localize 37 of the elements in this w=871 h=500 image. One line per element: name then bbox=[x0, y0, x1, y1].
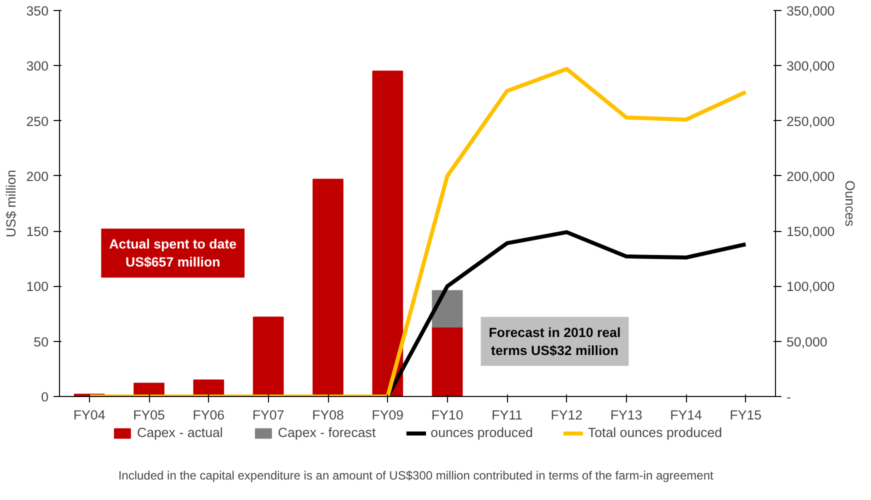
y-tick-label: 350 bbox=[26, 4, 49, 18]
x-tick-label: FY11 bbox=[492, 408, 522, 422]
y-tick-label: 100 bbox=[26, 279, 49, 294]
y-tick-label: 200 bbox=[26, 168, 49, 184]
annotation: Actual spent to date US$657 million bbox=[109, 236, 237, 270]
y-tick-label: 0 bbox=[41, 390, 49, 404]
y2-tick-label: 200,000 bbox=[786, 168, 835, 184]
x-tick-label: FY14 bbox=[670, 408, 703, 422]
x-tick-label: FY15 bbox=[730, 408, 762, 422]
y2-tick-label: 350,000 bbox=[786, 4, 835, 18]
y2-tick-label: 100,000 bbox=[786, 279, 835, 294]
y-axis-title: US$ million bbox=[3, 170, 18, 238]
x-tick-label: FY08 bbox=[312, 408, 344, 422]
legend-label: Capex - forecast bbox=[278, 425, 376, 440]
x-tick-label: FY12 bbox=[550, 408, 583, 422]
x-tick-label: FY10 bbox=[431, 408, 464, 422]
y2-tick-label: 300,000 bbox=[786, 58, 835, 74]
legend-label: Capex - actual bbox=[136, 425, 223, 440]
annotation: Forecast in 2010 real terms US$32 million bbox=[488, 324, 621, 358]
legend-label: Total ounces produced bbox=[588, 425, 722, 440]
y-tick-label: 300 bbox=[26, 58, 49, 74]
y-tick-label: 50 bbox=[34, 334, 49, 350]
x-tick-label: FY09 bbox=[372, 408, 404, 422]
x-tick-label: FY06 bbox=[192, 408, 225, 422]
y-tick-label: 250 bbox=[26, 114, 49, 129]
y2-tick-label: - bbox=[786, 390, 791, 404]
x-tick-label: FY13 bbox=[610, 408, 642, 422]
x-tick-label: FY07 bbox=[252, 408, 284, 422]
text: Included in the capital expenditure is an amount of US$300 million contributed in terms of the farm-in agreement bbox=[118, 468, 714, 482]
y-tick-label: 150 bbox=[26, 224, 49, 240]
x-tick-label: FY04 bbox=[73, 408, 106, 422]
y2-tick-label: 150,000 bbox=[786, 224, 835, 240]
y2-axis-title: Ounces bbox=[842, 180, 858, 227]
y2-tick-label: 50,000 bbox=[786, 334, 828, 350]
x-tick-label: FY05 bbox=[133, 408, 165, 422]
y2-tick-label: 250,000 bbox=[786, 114, 835, 129]
legend-label: ounces produced bbox=[430, 425, 533, 440]
